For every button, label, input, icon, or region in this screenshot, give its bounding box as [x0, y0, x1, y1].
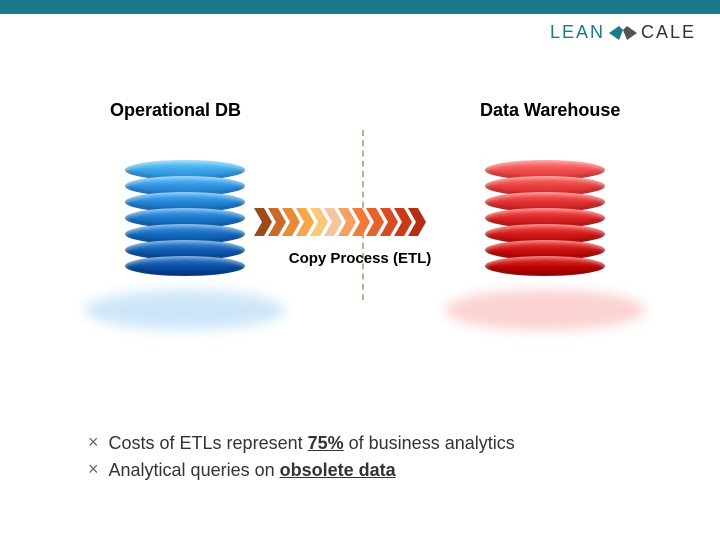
chevron-right-icon	[408, 208, 426, 236]
bullet-marker: ×	[88, 459, 99, 481]
left-db-reflection	[85, 290, 285, 330]
logo-text-cale: CALE	[641, 22, 696, 43]
brand-logo: LEAN CALE	[550, 22, 696, 43]
bullet-marker: ×	[88, 432, 99, 454]
bullet-text: Analytical queries on obsolete data	[109, 459, 396, 482]
logo-mark-icon	[609, 24, 637, 42]
bullet-emph: 75%	[308, 433, 344, 453]
bullet-item: × Analytical queries on obsolete data	[88, 459, 660, 482]
top-bar	[0, 0, 720, 14]
slide: LEAN CALE Operational DB Data Warehouse …	[0, 0, 720, 540]
bullet-emph: obsolete data	[280, 460, 396, 480]
bullet-list: × Costs of ETLs represent 75% of business…	[88, 432, 660, 485]
etl-arrow-icon	[258, 208, 426, 236]
left-db-title: Operational DB	[110, 100, 241, 121]
bullet-item: × Costs of ETLs represent 75% of business…	[88, 432, 660, 455]
right-db-reflection	[445, 290, 645, 330]
copy-process-label: Copy Process (ETL)	[0, 250, 720, 267]
logo-text-lean: LEAN	[550, 22, 605, 43]
bullet-text: Costs of ETLs represent 75% of business …	[109, 432, 515, 455]
right-db-title: Data Warehouse	[480, 100, 620, 121]
